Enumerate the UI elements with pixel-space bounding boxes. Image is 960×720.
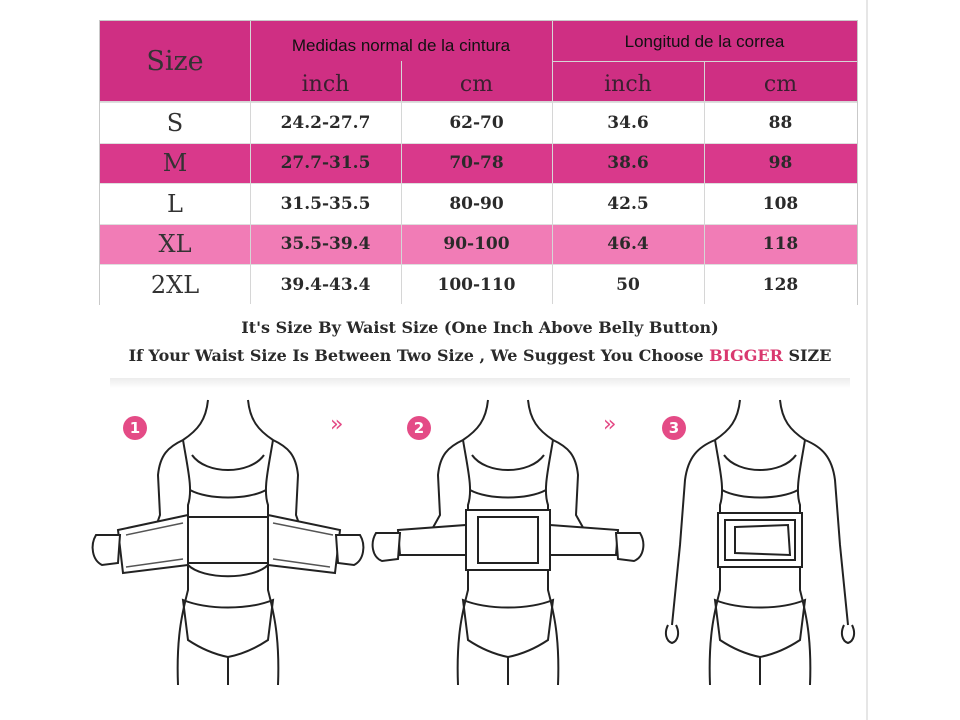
strap-inch-cell: 34.6 — [607, 112, 649, 133]
waist-inch-cell: 39.4-43.4 — [280, 274, 371, 295]
step-2-badge: 2 — [407, 416, 431, 440]
strap-inch-cell: 42.5 — [607, 193, 649, 214]
bigger-highlight: BIGGER — [709, 346, 783, 365]
table-row: L 31.5-35.5 80-90 42.5 108 — [100, 183, 857, 224]
strap-length-header: Longitud de la correa — [624, 32, 785, 51]
table-row: M 27.7-31.5 70-78 38.6 98 — [100, 142, 857, 183]
step-arrow-2-icon: » — [603, 412, 617, 437]
recommendation-prefix: If Your Waist Size Is Between Two Size ,… — [128, 346, 710, 365]
waist-cm-cell: 90-100 — [443, 234, 510, 255]
table-row: 2XL 39.4-43.4 100-110 50 128 — [100, 264, 857, 305]
step-1-figure-illustration — [91, 399, 365, 685]
strap-cm-cell: 98 — [768, 153, 793, 174]
table-row: XL 35.5-39.4 90-100 46.4 118 — [100, 223, 857, 264]
strap-cm-cell: 118 — [762, 234, 799, 255]
strap-cm-cell: 128 — [762, 274, 799, 295]
strap-cm-cell: 108 — [762, 193, 799, 214]
strap-cm-header: cm — [763, 71, 798, 97]
step-arrow-1-icon: » — [330, 412, 344, 437]
waist-cm-header: cm — [459, 71, 494, 97]
waist-inch-cell: 35.5-39.4 — [280, 234, 371, 255]
right-edge-divider — [866, 0, 868, 720]
size-cell: L — [167, 189, 183, 218]
size-chart-table: Size Medidas normal de la cintura Longit… — [99, 20, 858, 305]
waist-inch-cell: 31.5-35.5 — [280, 193, 371, 214]
waist-cm-cell: 62-70 — [449, 112, 504, 133]
size-cell: M — [162, 149, 188, 178]
step-3-badge: 3 — [662, 416, 686, 440]
step-2-figure-illustration — [371, 399, 645, 685]
recommendation-suffix: SIZE — [782, 346, 832, 365]
size-cell: XL — [158, 230, 192, 259]
size-column-header: Size — [146, 45, 204, 77]
strap-inch-header: inch — [604, 71, 652, 97]
table-row: S 24.2-27.7 62-70 34.6 88 — [100, 102, 857, 143]
waist-cm-cell: 80-90 — [449, 193, 504, 214]
size-cell: S — [166, 108, 184, 137]
waist-measure-header: Medidas normal de la cintura — [291, 36, 511, 55]
section-separator — [110, 378, 850, 388]
size-cell: 2XL — [150, 270, 200, 299]
strap-inch-cell: 38.6 — [607, 153, 649, 174]
strap-inch-cell: 50 — [616, 274, 640, 295]
strap-cm-cell: 88 — [768, 112, 793, 133]
sizing-note: It's Size By Waist Size (One Inch Above … — [241, 318, 719, 337]
strap-inch-cell: 46.4 — [607, 234, 649, 255]
waist-inch-header: inch — [301, 71, 350, 97]
waist-cm-cell: 70-78 — [449, 153, 504, 174]
waist-inch-cell: 24.2-27.7 — [280, 112, 371, 133]
step-3-figure-illustration — [664, 399, 856, 685]
sizing-recommendation: If Your Waist Size Is Between Two Size ,… — [0, 346, 960, 365]
waist-inch-cell: 27.7-31.5 — [280, 153, 371, 174]
step-1-badge: 1 — [123, 416, 147, 440]
waist-cm-cell: 100-110 — [437, 274, 516, 295]
